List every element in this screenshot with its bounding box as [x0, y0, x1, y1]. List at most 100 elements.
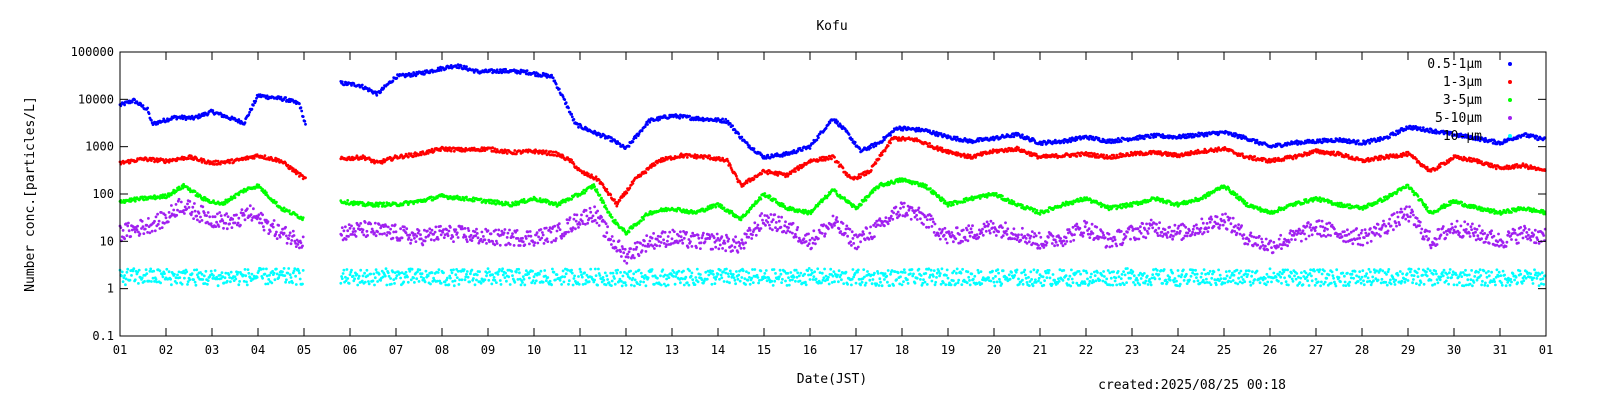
data-point [567, 106, 570, 110]
data-point [380, 161, 384, 165]
data-point [605, 207, 609, 211]
data-point [889, 133, 892, 137]
data-point [179, 157, 183, 161]
data-point [833, 155, 836, 159]
data-point [522, 197, 526, 201]
series-0 [118, 63, 1547, 160]
data-point [1215, 149, 1219, 153]
data-point [1053, 138, 1057, 142]
data-point [123, 103, 126, 107]
data-point [1075, 155, 1079, 158]
data-point [579, 124, 583, 127]
data-point [601, 183, 605, 187]
data-point [1364, 142, 1368, 145]
data-point [133, 199, 137, 203]
data-point [146, 106, 150, 110]
data-point [794, 170, 797, 173]
data-point [711, 205, 714, 209]
data-point [764, 156, 768, 160]
data-point [871, 190, 875, 194]
data-point [448, 146, 452, 150]
data-point [618, 142, 622, 146]
data-point [1494, 167, 1498, 171]
data-point [869, 146, 872, 150]
data-point [197, 113, 201, 116]
data-point [1394, 133, 1398, 137]
data-point [303, 119, 307, 123]
data-point [472, 146, 476, 150]
data-point [505, 152, 509, 155]
data-point [845, 172, 849, 175]
data-point [1253, 155, 1257, 158]
data-point [1038, 213, 1042, 216]
data-point [1091, 135, 1095, 139]
data-point [230, 158, 234, 161]
data-point [282, 206, 286, 210]
data-point [728, 163, 732, 167]
data-point [243, 121, 247, 125]
data-point [928, 142, 931, 145]
data-point [610, 136, 613, 140]
data-point [1119, 140, 1123, 143]
data-point [1102, 153, 1105, 157]
data-point [940, 146, 944, 150]
data-point [1533, 136, 1537, 140]
data-point [1329, 137, 1333, 141]
data-point [426, 152, 430, 155]
data-point [1217, 132, 1220, 136]
data-point [1407, 127, 1411, 130]
data-point [1062, 141, 1066, 145]
data-point [1450, 131, 1454, 134]
data-point [1117, 155, 1121, 159]
data-point [570, 158, 573, 162]
data-point [465, 65, 468, 69]
data-point [595, 188, 599, 192]
data-point [763, 192, 767, 195]
data-point [609, 213, 613, 217]
data-point [533, 151, 537, 155]
data-point [817, 136, 820, 140]
data-point [570, 197, 573, 201]
data-point [766, 153, 770, 157]
data-point [646, 123, 649, 126]
data-point [872, 145, 875, 149]
data-point [752, 177, 756, 181]
data-point [726, 119, 730, 123]
data-point [1346, 141, 1349, 145]
data-point [219, 162, 222, 166]
data-point [1035, 209, 1039, 212]
data-point [139, 102, 143, 106]
data-point [634, 136, 638, 140]
data-point [781, 155, 784, 158]
data-point [288, 209, 291, 213]
data-point [1356, 139, 1360, 143]
data-point [265, 191, 268, 195]
data-point [606, 190, 609, 194]
data-point [728, 122, 732, 125]
data-point [252, 103, 255, 107]
data-point [459, 64, 463, 68]
data-point [443, 149, 447, 152]
data-point [462, 198, 466, 202]
data-point [800, 149, 804, 152]
data-point [701, 116, 705, 120]
data-point [1535, 134, 1539, 138]
data-point [189, 154, 193, 158]
data-point [1428, 130, 1431, 134]
data-point [304, 176, 307, 180]
data-point [915, 126, 918, 130]
data-point [1247, 157, 1251, 161]
data-point [488, 201, 491, 205]
data-point [929, 187, 932, 190]
data-point [561, 95, 565, 98]
data-point [549, 150, 553, 153]
data-point [244, 158, 248, 161]
data-point [564, 101, 568, 105]
data-point [1332, 150, 1335, 154]
data-point [610, 216, 614, 219]
data-point [837, 160, 840, 164]
data-point [642, 218, 645, 221]
data-point [551, 76, 555, 80]
data-point [495, 148, 499, 151]
data-point [193, 190, 197, 194]
